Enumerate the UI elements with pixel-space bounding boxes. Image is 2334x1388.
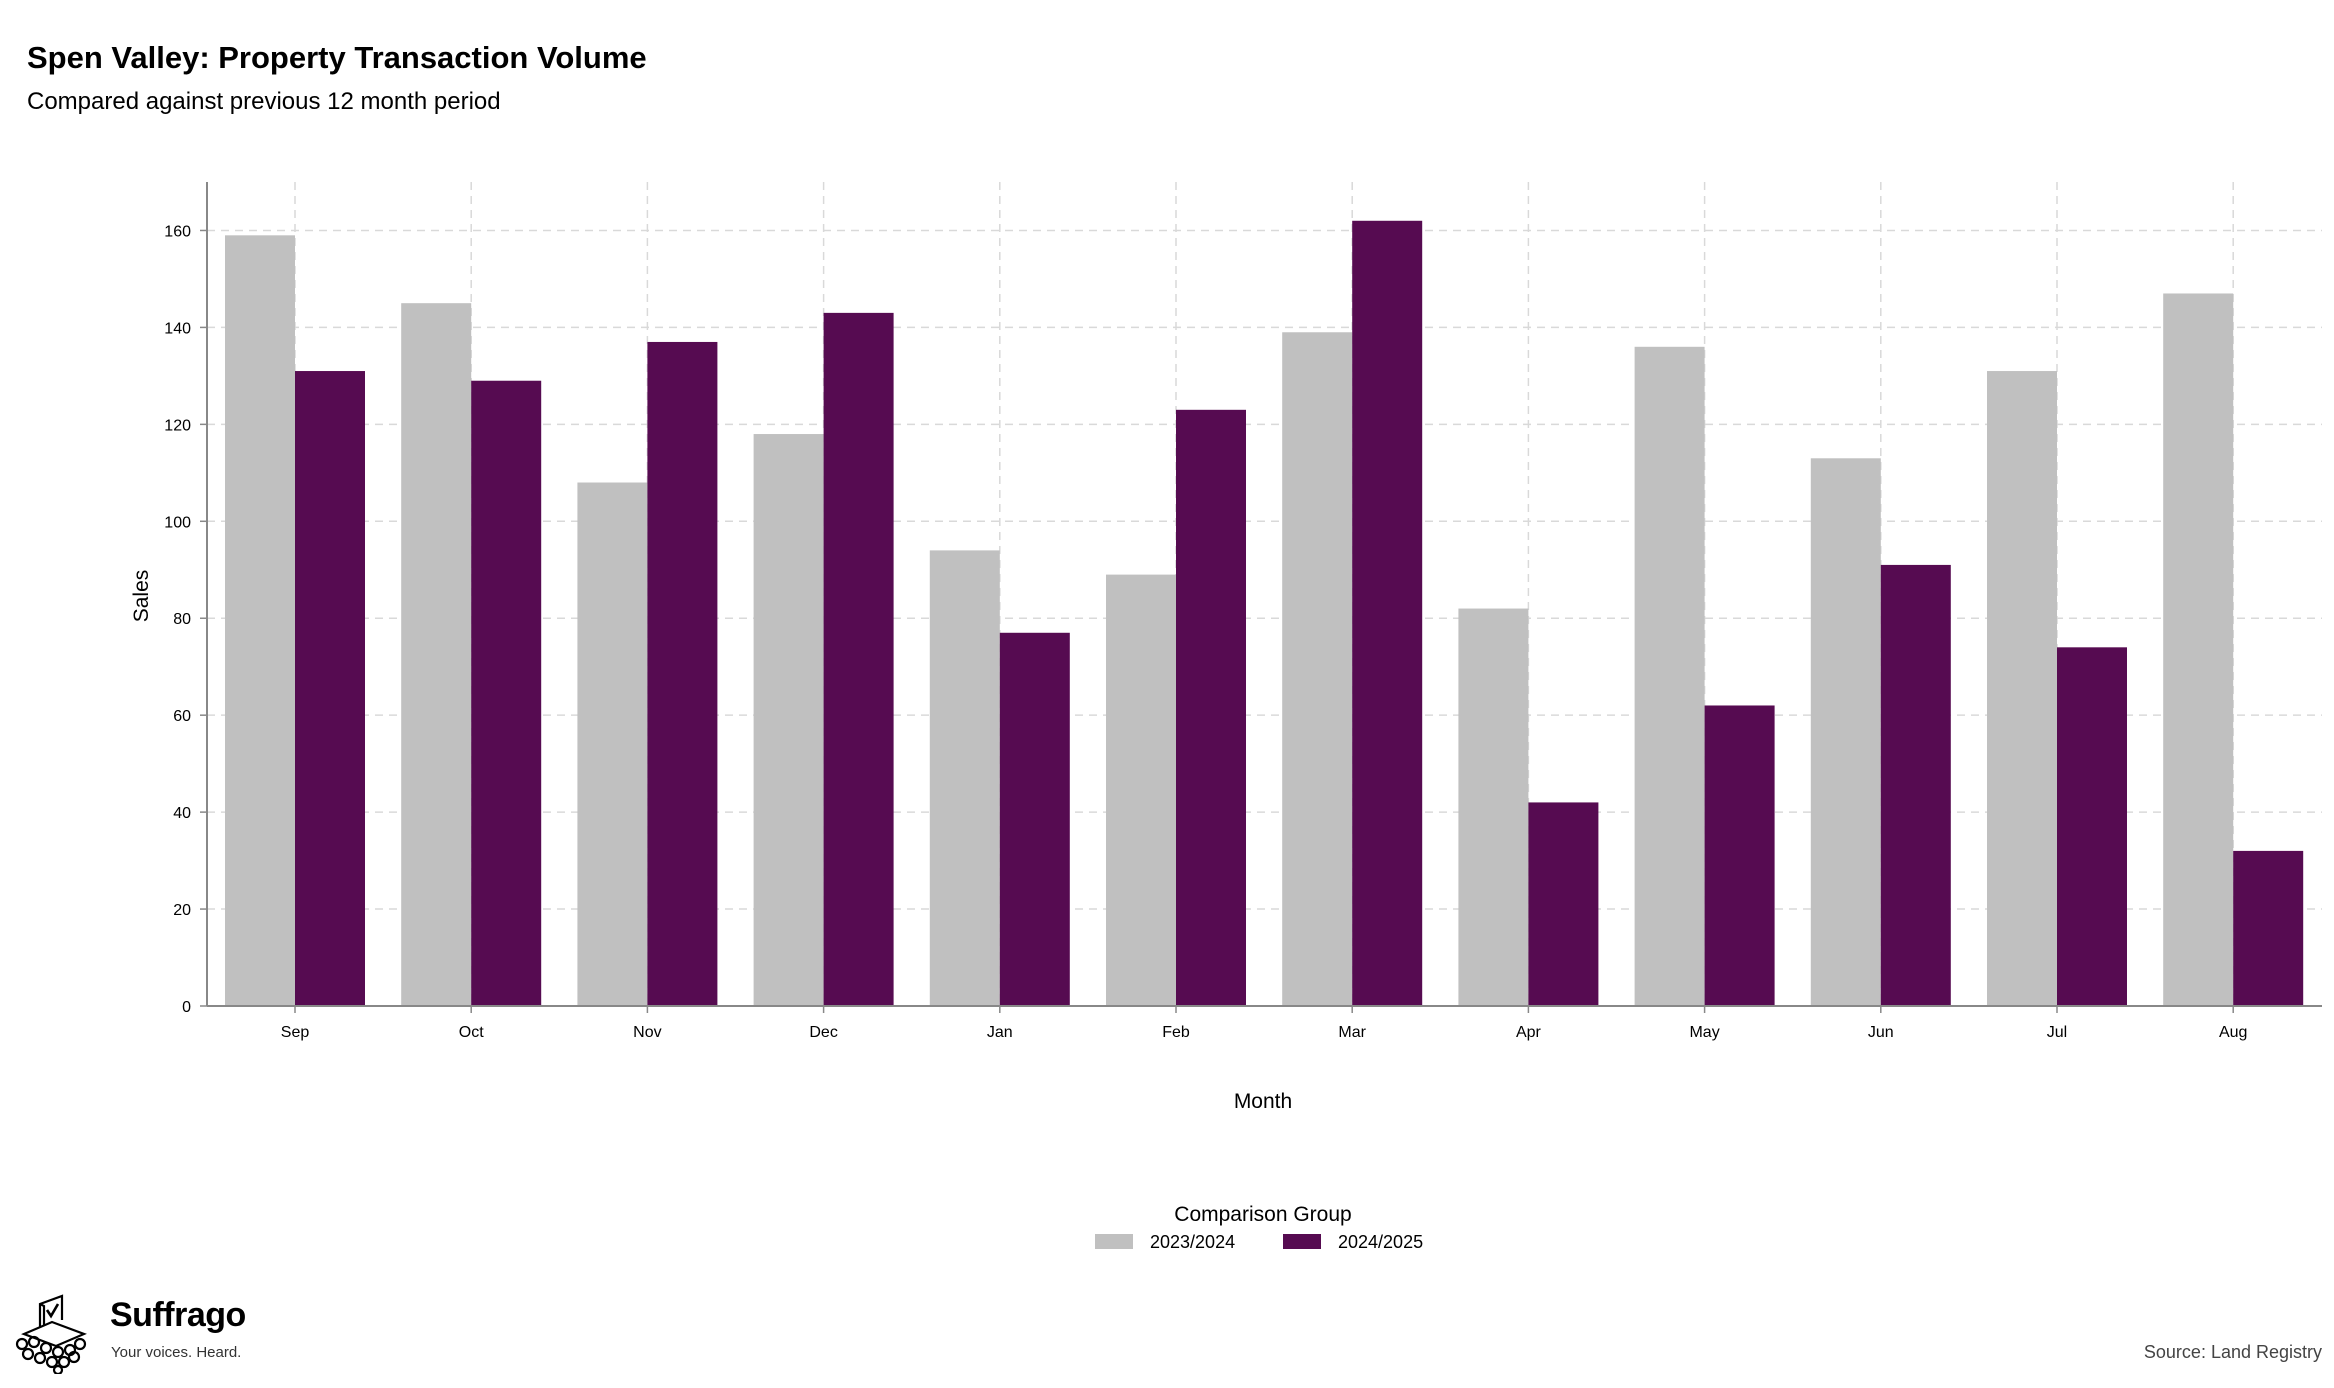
y-tick-label: 60 bbox=[173, 708, 191, 725]
bar-2024-2025-nov bbox=[647, 341, 718, 1006]
y-tick-label: 160 bbox=[164, 223, 191, 240]
bar-2024-2025-jan bbox=[999, 632, 1070, 1006]
x-tick-label-aug: Aug bbox=[2219, 1024, 2247, 1041]
x-tick-label-oct: Oct bbox=[459, 1024, 484, 1041]
ballot-box-icon bbox=[15, 1294, 87, 1374]
y-tick-labels: 0 20 40 60 80 100 120 140 160 bbox=[164, 223, 207, 1016]
bar-2023-2024-jan bbox=[929, 550, 1000, 1006]
brand-name: Suffrago bbox=[110, 1296, 246, 1334]
bar-2023-2024-nov bbox=[577, 482, 648, 1006]
bar-2023-2024-jul bbox=[1987, 371, 2057, 1007]
x-tick-label-sep: Sep bbox=[281, 1024, 310, 1041]
legend-swatch-2024-2025 bbox=[1283, 1234, 1321, 1249]
y-tick-label: 20 bbox=[173, 902, 191, 919]
x-tick-label-feb: Feb bbox=[1162, 1024, 1190, 1041]
bar-2023-2024-jun bbox=[1810, 458, 1881, 1006]
legend-title: Comparison Group bbox=[1174, 1203, 1351, 1226]
bar-2024-2025-feb bbox=[1176, 409, 1246, 1006]
chart-title: Spen Valley: Property Transaction Volume bbox=[27, 40, 647, 75]
bar-2023-2024-may bbox=[1634, 346, 1705, 1006]
bar-2024-2025-mar bbox=[1352, 220, 1423, 1006]
bar-2024-2025-may bbox=[1704, 705, 1775, 1006]
y-tick-label: 100 bbox=[164, 514, 191, 531]
bar-2024-2025-sep bbox=[295, 371, 365, 1007]
bar-2024-2025-apr bbox=[1528, 802, 1599, 1006]
y-tick-label: 120 bbox=[164, 417, 191, 434]
chart-subtitle: Compared against previous 12 month perio… bbox=[27, 88, 501, 115]
source-note: Source: Land Registry bbox=[2143, 1342, 2322, 1362]
y-tick-label: 80 bbox=[173, 611, 191, 628]
x-tick-label-jun: Jun bbox=[1868, 1024, 1894, 1041]
bar-2023-2024-apr bbox=[1458, 608, 1529, 1006]
legend-swatch-2023-2024 bbox=[1095, 1234, 1133, 1249]
bar-2024-2025-jul bbox=[2057, 647, 2127, 1006]
bar-2023-2024-feb bbox=[1106, 574, 1176, 1006]
legend: Comparison Group 2023/2024 2024/2025 bbox=[1095, 1203, 1423, 1252]
bar-2023-2024-mar bbox=[1282, 332, 1353, 1007]
y-axis-title: Sales bbox=[130, 570, 153, 623]
bar-2023-2024-dec bbox=[753, 434, 824, 1006]
x-tick-label-jan: Jan bbox=[987, 1024, 1013, 1041]
x-tick-label-may: May bbox=[1689, 1024, 1719, 1041]
bar-2023-2024-oct bbox=[401, 303, 472, 1006]
x-axis-title: Month bbox=[1234, 1090, 1292, 1113]
bars-group bbox=[225, 220, 2304, 1007]
y-tick-label: 140 bbox=[164, 320, 191, 337]
legend-label-2023-2024: 2023/2024 bbox=[1150, 1232, 1235, 1252]
y-tick-label: 0 bbox=[182, 999, 191, 1016]
suffrago-logo: Suffrago Your voices. Heard. bbox=[14, 1294, 264, 1374]
bar-2023-2024-sep bbox=[225, 235, 295, 1007]
legend-label-2024-2025: 2024/2025 bbox=[1338, 1232, 1423, 1252]
bar-2024-2025-oct bbox=[471, 380, 542, 1007]
bar-2024-2025-jun bbox=[1880, 564, 1951, 1006]
x-tick-label-nov: Nov bbox=[633, 1024, 661, 1041]
bar-2024-2025-aug bbox=[2233, 850, 2304, 1006]
brand-tagline: Your voices. Heard. bbox=[111, 1344, 242, 1361]
x-tick-label-jul: Jul bbox=[2047, 1024, 2067, 1041]
x-tick-label-apr: Apr bbox=[1516, 1024, 1542, 1041]
axes bbox=[206, 182, 2322, 1007]
bar-2024-2025-dec bbox=[823, 312, 894, 1006]
x-tick-labels: Sep Oct Nov Dec Jan Feb Mar Apr May Jun Jul Aug bbox=[281, 1006, 2247, 1041]
x-tick-label-dec: Dec bbox=[809, 1024, 837, 1041]
bar-2023-2024-aug bbox=[2163, 293, 2234, 1006]
y-tick-label: 40 bbox=[173, 805, 191, 822]
x-tick-label-mar: Mar bbox=[1338, 1024, 1366, 1041]
